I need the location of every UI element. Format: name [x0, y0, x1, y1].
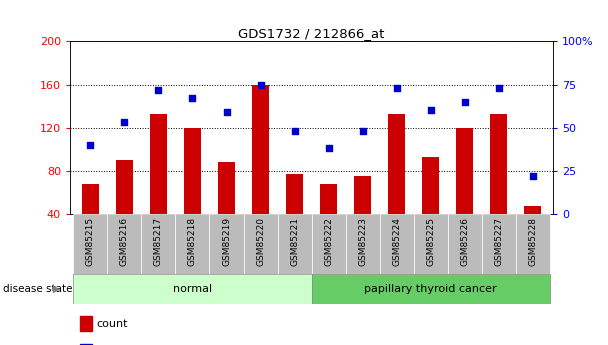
Text: GSM85217: GSM85217 [154, 217, 163, 266]
Bar [218, 162, 235, 214]
Text: papillary thyroid cancer: papillary thyroid cancer [364, 284, 497, 294]
Point [86, 142, 95, 148]
Bar [482, 214, 516, 274]
Bar [379, 214, 413, 274]
Bar [184, 128, 201, 214]
Bar [80, 344, 92, 345]
Bar [311, 274, 550, 304]
Bar [320, 184, 337, 214]
Point [120, 120, 130, 125]
Bar [210, 214, 244, 274]
Bar [108, 214, 142, 274]
Point [460, 99, 469, 105]
Point [426, 108, 435, 113]
Point [154, 87, 164, 92]
Bar [388, 114, 405, 214]
Text: ▶: ▶ [53, 284, 60, 294]
Text: count: count [97, 319, 128, 329]
Text: normal: normal [173, 284, 212, 294]
Bar [286, 174, 303, 214]
Text: GSM85219: GSM85219 [222, 217, 231, 266]
Bar [490, 114, 507, 214]
Bar [74, 214, 108, 274]
Bar [116, 160, 133, 214]
Text: GSM85221: GSM85221 [290, 217, 299, 266]
Text: disease state: disease state [3, 284, 72, 294]
Text: GSM85218: GSM85218 [188, 217, 197, 266]
Point [188, 96, 198, 101]
Title: GDS1732 / 212866_at: GDS1732 / 212866_at [238, 27, 385, 40]
Bar [74, 274, 311, 304]
Bar [176, 214, 210, 274]
Bar [456, 128, 473, 214]
Text: GSM85223: GSM85223 [358, 217, 367, 266]
Bar [345, 214, 379, 274]
Text: GSM85224: GSM85224 [392, 217, 401, 266]
Text: GSM85225: GSM85225 [426, 217, 435, 266]
Bar [524, 206, 541, 214]
Bar [447, 214, 482, 274]
Point [392, 85, 401, 91]
Text: GSM85220: GSM85220 [256, 217, 265, 266]
Bar [150, 114, 167, 214]
Point [528, 173, 537, 179]
Bar [413, 214, 447, 274]
Bar [244, 214, 278, 274]
Text: GSM85222: GSM85222 [324, 217, 333, 266]
Point [290, 128, 300, 134]
Text: GSM85227: GSM85227 [494, 217, 503, 266]
Bar [422, 157, 439, 214]
Point [494, 85, 503, 91]
Point [256, 82, 266, 87]
Bar [252, 85, 269, 214]
Text: GSM85226: GSM85226 [460, 217, 469, 266]
Bar [278, 214, 311, 274]
Text: GSM85216: GSM85216 [120, 217, 129, 266]
Bar [80, 316, 92, 332]
Bar [311, 214, 345, 274]
Point [222, 109, 232, 115]
Point [358, 128, 367, 134]
Bar [354, 176, 371, 214]
Bar [516, 214, 550, 274]
Bar [142, 214, 176, 274]
Point [323, 146, 333, 151]
Text: GSM85228: GSM85228 [528, 217, 537, 266]
Text: GSM85215: GSM85215 [86, 217, 95, 266]
Bar [82, 184, 99, 214]
